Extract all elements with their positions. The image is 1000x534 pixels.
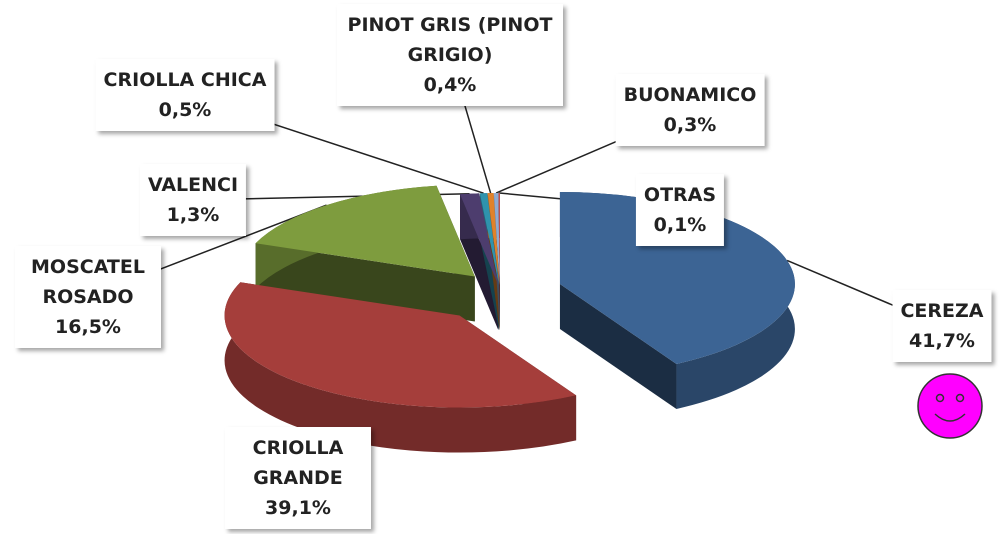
- slice: [479, 193, 500, 286]
- slice-label: CRIOLLA GRANDE 39,1%: [225, 427, 371, 529]
- smiley-mouth: [934, 413, 966, 422]
- slice-label: MOSCATEL ROSADO 16,5%: [15, 246, 161, 348]
- slice: [498, 193, 500, 286]
- category-name: CEREZA: [900, 300, 984, 322]
- slice-label: VALENCI 1,3%: [139, 164, 247, 236]
- slice-label: CRIOLLA CHICA 0,5%: [95, 59, 275, 131]
- category-name: OTRAS: [643, 184, 717, 206]
- value-label: 0,3%: [663, 114, 717, 136]
- slice: [493, 193, 500, 286]
- category-name: VALENCI: [147, 174, 239, 196]
- slice-label: OTRAS 0,1%: [635, 174, 725, 246]
- slice-label: CEREZA 41,7%: [892, 290, 992, 362]
- slice: [487, 193, 500, 286]
- slice-label: PINOT GRIS (PINOT GRIGIO) 0,4%: [337, 4, 563, 106]
- value-label: 41,7%: [909, 330, 975, 352]
- value-label: 0,1%: [653, 214, 707, 236]
- slice-label: BUONAMICO 0,3%: [615, 74, 765, 146]
- slice: [255, 185, 475, 277]
- smiley: [917, 373, 983, 439]
- slice-radial-side: [559, 284, 677, 409]
- category-name: BUONAMICO: [623, 84, 757, 106]
- value-label: 16,5%: [55, 316, 121, 338]
- value-label: 1,3%: [166, 204, 220, 226]
- slice-radial-side: [255, 243, 475, 322]
- category-name: MOSCATEL ROSADO: [31, 256, 145, 308]
- slice-outer-side: [224, 282, 577, 453]
- smiley-eye: [955, 393, 965, 403]
- slice: [460, 193, 499, 286]
- smiley-eye: [935, 393, 945, 403]
- category-name: PINOT GRIS (PINOT GRIGIO): [347, 14, 553, 66]
- category-name: CRIOLLA GRANDE: [252, 437, 344, 489]
- smiley-face: [917, 373, 983, 439]
- category-name: CRIOLLA CHICA: [103, 69, 267, 91]
- slice: [224, 282, 577, 408]
- slice: [559, 192, 795, 364]
- value-label: 0,5%: [158, 99, 212, 121]
- value-label: 39,1%: [265, 497, 331, 519]
- value-label: 0,4%: [423, 74, 477, 96]
